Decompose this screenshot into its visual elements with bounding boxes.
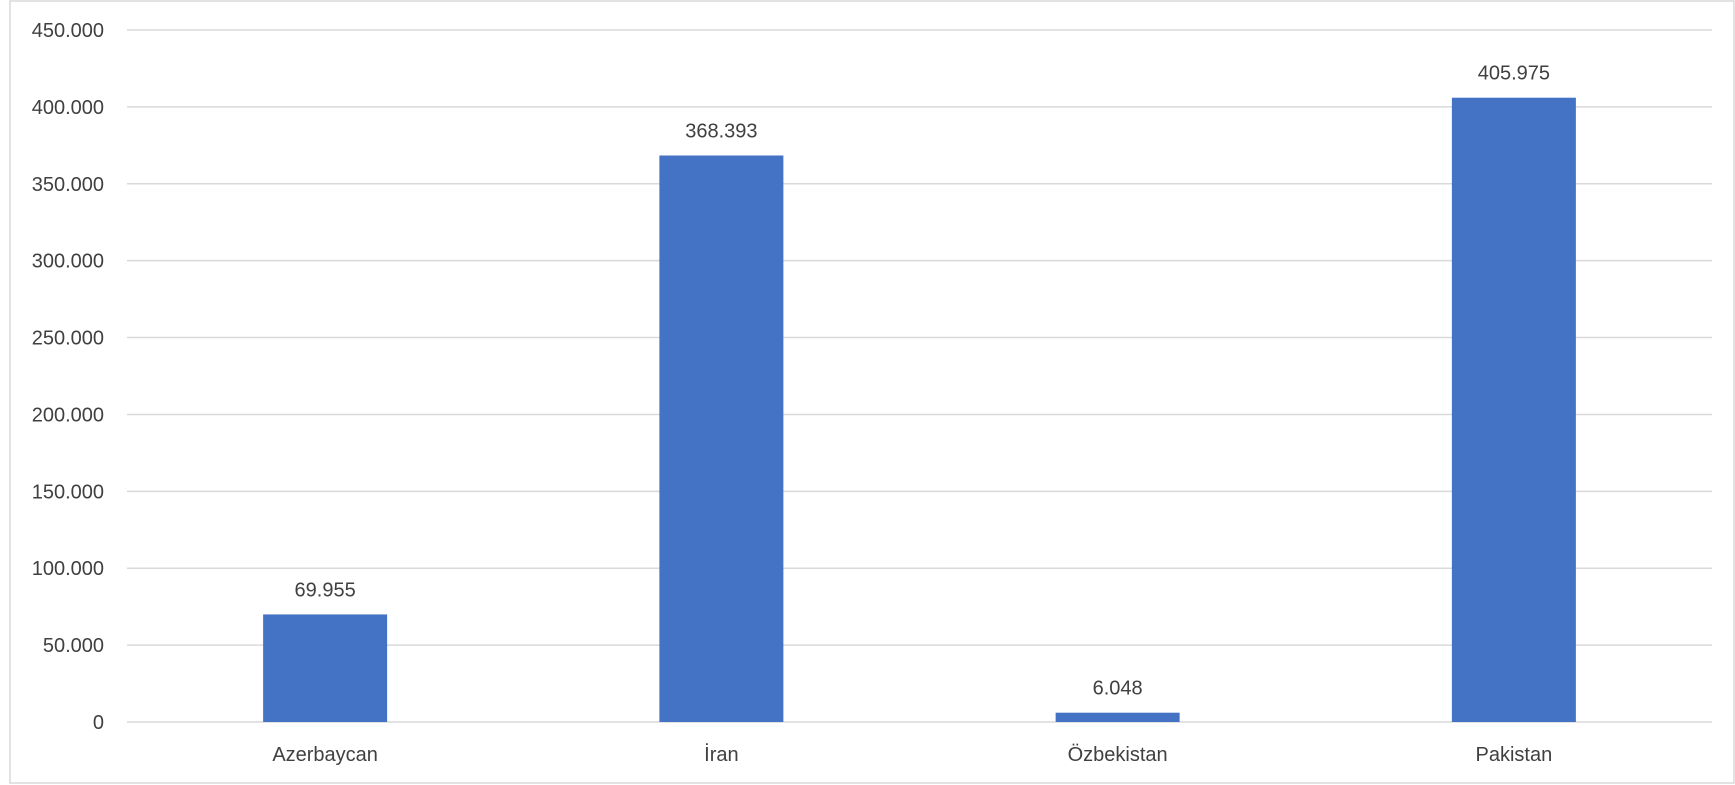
x-axis-category-labels: Azerbaycan İran Özbekistan Pakistan xyxy=(272,743,1552,766)
data-label: 368.393 xyxy=(685,120,757,142)
y-tick-label: 100.000 xyxy=(32,558,104,580)
y-tick-label: 250.000 xyxy=(32,328,104,350)
bar-3 xyxy=(1055,712,1180,722)
y-tick-label: 200.000 xyxy=(32,404,104,426)
bar-2 xyxy=(659,155,784,723)
bars xyxy=(263,97,1576,723)
x-category-label: Azerbaycan xyxy=(272,744,378,766)
data-label: 405.975 xyxy=(1478,63,1550,85)
y-tick-label: 300.000 xyxy=(32,251,104,273)
gridlines xyxy=(127,29,1712,723)
bar-4 xyxy=(1451,97,1576,722)
y-tick-label: 150.000 xyxy=(32,481,104,503)
y-tick-label: 400.000 xyxy=(32,97,104,119)
y-tick-label: 350.000 xyxy=(32,174,104,196)
x-category-label: Pakistan xyxy=(1476,744,1553,766)
y-tick-label: 0 xyxy=(93,712,104,734)
bar-1 xyxy=(263,614,388,722)
x-category-label: Özbekistan xyxy=(1068,744,1168,766)
y-tick-label: 50.000 xyxy=(43,635,104,657)
y-tick-label: 450.000 xyxy=(32,20,104,42)
data-labels: 69.955 368.393 6.048 405.975 xyxy=(295,63,1550,700)
data-label: 6.048 xyxy=(1093,678,1143,700)
y-axis-tick-labels: 0 50.000 100.000 150.000 200.000 250.000 300.0… xyxy=(32,20,104,734)
x-category-label: İran xyxy=(704,743,738,766)
data-label: 69.955 xyxy=(295,579,356,601)
